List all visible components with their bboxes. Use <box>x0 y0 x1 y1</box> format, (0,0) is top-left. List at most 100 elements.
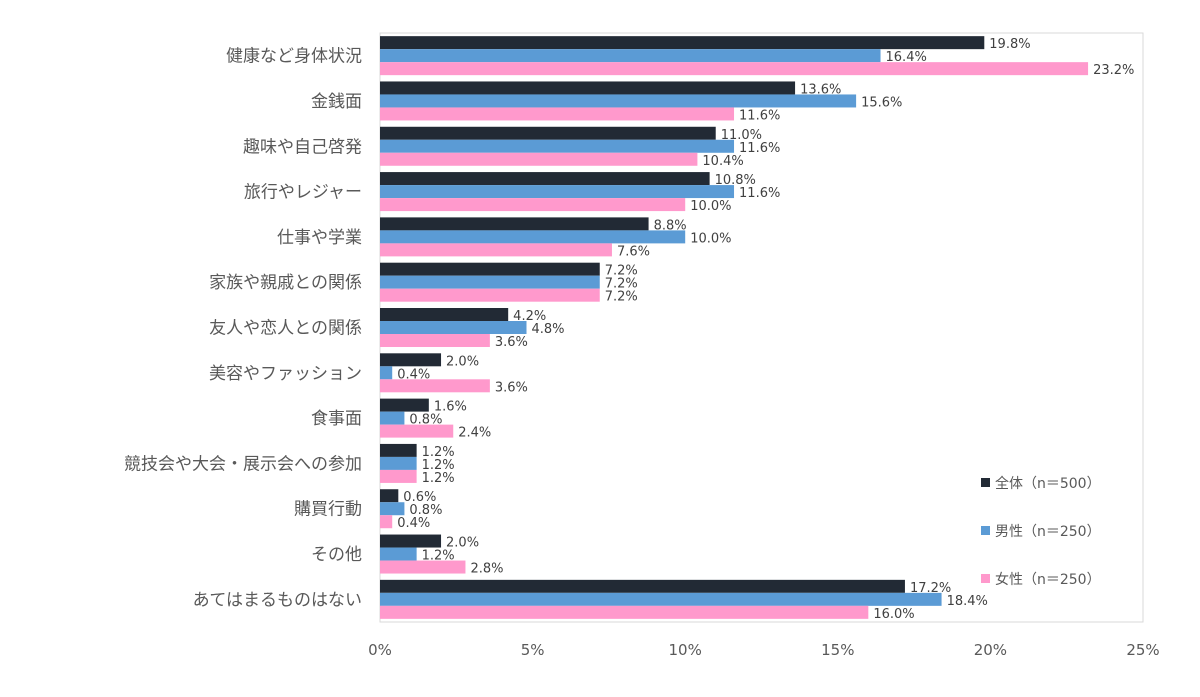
category-label: 食事面 <box>311 409 362 429</box>
data-label: 16.4% <box>886 50 927 65</box>
data-label: 16.0% <box>873 607 914 622</box>
bar <box>380 592 942 606</box>
bar <box>380 489 399 503</box>
data-label: 11.0% <box>721 128 762 143</box>
bar <box>380 469 417 483</box>
data-label: 0.8% <box>409 503 442 518</box>
data-label: 23.2% <box>1093 63 1134 78</box>
category-label: 友人や恋人との関係 <box>209 318 362 339</box>
bar <box>380 308 509 321</box>
data-label: 11.6% <box>739 186 780 201</box>
bar <box>380 126 716 140</box>
category-label: 家族や親戚との関係 <box>209 273 362 293</box>
bar <box>380 275 600 289</box>
bar <box>380 443 417 457</box>
bar <box>380 49 881 63</box>
category-label: 旅行やレジャー <box>244 183 362 203</box>
data-label: 19.8% <box>989 37 1030 52</box>
data-label: 1.2% <box>422 445 455 460</box>
bar <box>380 36 985 50</box>
legend-label: 全体（n＝500） <box>995 475 1101 492</box>
bar <box>380 62 1089 76</box>
data-label: 7.6% <box>617 244 650 259</box>
bar <box>380 579 905 593</box>
data-label: 1.2% <box>422 471 455 486</box>
bar <box>380 424 454 438</box>
data-label: 10.4% <box>702 154 743 169</box>
data-label: 4.2% <box>513 309 546 324</box>
bar <box>380 94 857 108</box>
data-label: 0.4% <box>397 367 430 382</box>
data-label: 0.4% <box>397 516 430 531</box>
data-label: 7.2% <box>605 290 638 305</box>
data-label: 8.8% <box>654 218 687 233</box>
bar <box>380 172 710 186</box>
x-tick-label: 0% <box>368 641 392 659</box>
bar <box>380 243 612 257</box>
data-label: 0.8% <box>409 413 442 428</box>
data-label: 1.2% <box>422 549 455 564</box>
data-label: 7.2% <box>605 264 638 279</box>
bar <box>380 605 869 619</box>
data-label: 2.8% <box>470 562 503 577</box>
category-label: あてはまるものはない <box>193 590 362 610</box>
bar <box>380 262 600 276</box>
bar <box>380 185 735 199</box>
category-label: 趣味や自己啓発 <box>243 137 362 157</box>
x-tick-label: 5% <box>521 641 545 659</box>
category-label: 健康など身体状況 <box>226 47 362 67</box>
bar <box>380 411 405 425</box>
bar <box>380 379 490 393</box>
bar <box>380 198 686 212</box>
data-label: 10.0% <box>690 231 731 246</box>
data-label: 2.4% <box>458 426 491 441</box>
bar <box>380 515 393 529</box>
bar <box>380 547 417 561</box>
data-label: 3.6% <box>495 380 528 395</box>
data-label: 11.6% <box>739 108 780 123</box>
bar <box>380 217 649 231</box>
data-label: 13.6% <box>800 82 841 97</box>
data-label: 2.0% <box>446 354 479 369</box>
data-label: 4.8% <box>531 322 564 337</box>
data-label: 18.4% <box>947 594 988 609</box>
data-label: 11.6% <box>739 141 780 156</box>
legend-label: 女性（n＝250） <box>995 571 1101 588</box>
legend-swatch <box>981 478 990 487</box>
bar <box>380 456 417 470</box>
x-tick-label: 10% <box>669 641 702 659</box>
bar <box>380 230 686 244</box>
category-label: 金銭面 <box>311 92 362 112</box>
x-tick-label: 15% <box>821 641 854 659</box>
bar <box>380 334 490 347</box>
bar <box>380 288 600 302</box>
bar <box>380 353 442 367</box>
data-label: 15.6% <box>861 95 902 110</box>
bar <box>380 107 735 121</box>
data-label: 0.6% <box>403 490 436 505</box>
bar <box>380 560 466 574</box>
bar <box>380 152 698 166</box>
category-label: 仕事や学業 <box>277 228 362 248</box>
category-label: 購買行動 <box>294 500 362 520</box>
legend-swatch <box>981 526 990 535</box>
bar <box>380 534 442 548</box>
data-label: 1.6% <box>434 400 467 415</box>
bar <box>380 81 796 95</box>
data-label: 10.8% <box>715 173 756 188</box>
bar <box>380 398 429 412</box>
legend-label: 男性（n＝250） <box>995 524 1101 540</box>
category-label: その他 <box>311 545 362 565</box>
data-label: 10.0% <box>690 199 731 214</box>
bar <box>380 366 393 380</box>
bar <box>380 502 405 516</box>
x-tick-label: 20% <box>974 641 1007 659</box>
category-label: 競技会や大会・展示会への参加 <box>124 454 362 474</box>
bar <box>380 321 527 334</box>
data-label: 3.6% <box>495 335 528 350</box>
data-label: 1.2% <box>422 458 455 473</box>
data-label: 17.2% <box>910 581 951 596</box>
data-label: 2.0% <box>446 536 479 551</box>
bar <box>380 139 735 153</box>
